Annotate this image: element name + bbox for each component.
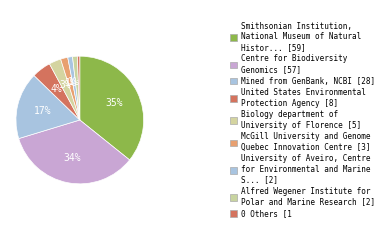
Text: 1%: 1% [68, 77, 80, 87]
Text: 4%: 4% [51, 84, 63, 95]
Text: 17%: 17% [34, 106, 51, 116]
Legend: Smithsonian Institution,
National Museum of Natural
Histor... [59], Centre for B: Smithsonian Institution, National Museum… [228, 20, 376, 220]
Wedge shape [68, 57, 80, 120]
Wedge shape [78, 56, 80, 120]
Wedge shape [80, 56, 144, 160]
Text: 3%: 3% [59, 80, 71, 90]
Wedge shape [34, 64, 80, 120]
Wedge shape [61, 57, 80, 120]
Wedge shape [73, 56, 80, 120]
Text: 1%: 1% [65, 78, 76, 88]
Text: 34%: 34% [64, 153, 81, 163]
Wedge shape [49, 59, 80, 120]
Text: 35%: 35% [106, 98, 123, 108]
Wedge shape [16, 76, 80, 138]
Wedge shape [19, 120, 130, 184]
